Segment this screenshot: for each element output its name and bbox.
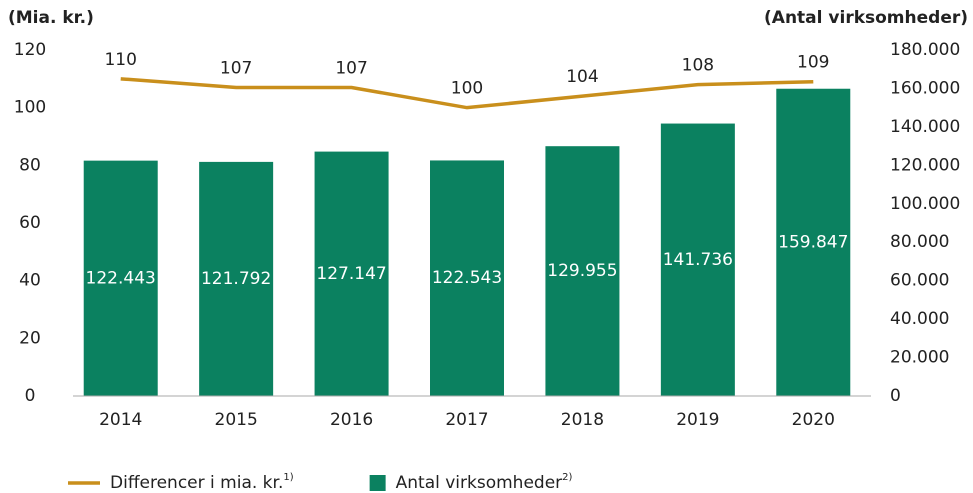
line xyxy=(120,77,814,110)
y-tick-label: 20 xyxy=(19,328,41,348)
bar xyxy=(314,151,389,396)
bar-value-label: 121.792 xyxy=(201,269,271,289)
y2-tick-label: 180.000 xyxy=(890,40,960,60)
legend-swatch xyxy=(369,475,386,491)
bar-value-label: 159.847 xyxy=(778,232,848,252)
bar xyxy=(776,88,851,397)
line-value-label: 108 xyxy=(682,56,714,76)
y2-tick-label: 40.000 xyxy=(890,309,949,329)
x-tick-label: 2017 xyxy=(445,410,488,430)
x-tick-label: 2020 xyxy=(792,410,835,430)
y-tick-label: 80 xyxy=(19,155,41,175)
y2-tick-label: 80.000 xyxy=(890,232,949,252)
y-tick-label: 120 xyxy=(14,40,46,60)
line-value-label: 109 xyxy=(797,53,829,73)
y-tick-label: 0 xyxy=(25,386,36,406)
y2-tick-label: 160.000 xyxy=(890,78,960,98)
y-tick-label: 60 xyxy=(19,213,41,233)
legend-label: Antal virksomheder2) xyxy=(396,472,573,493)
y2-tick-label: 0 xyxy=(890,386,901,406)
legend-label: Differencer i mia. kr.1) xyxy=(110,472,294,493)
y2-tick-label: 140.000 xyxy=(890,117,960,137)
y-axis-label: (Mia. kr.) xyxy=(8,8,94,28)
y-tick-label: 100 xyxy=(14,98,46,118)
x-tick-label: 2015 xyxy=(215,410,258,430)
y2-tick-label: 120.000 xyxy=(890,155,960,175)
y-tick-label: 40 xyxy=(19,271,41,291)
legend-footnote: 2) xyxy=(562,472,572,483)
line-value-label: 110 xyxy=(104,50,136,70)
x-tick-label: 2019 xyxy=(676,410,719,430)
bar-value-label: 141.736 xyxy=(663,250,733,270)
line-value-label: 107 xyxy=(220,58,252,78)
y2-tick-label: 100.000 xyxy=(890,194,960,214)
legend-name: Antal virksomheder xyxy=(396,473,563,493)
bar-value-label: 122.443 xyxy=(86,268,156,288)
legend-footnote: 1) xyxy=(283,472,293,483)
bar-value-label: 127.147 xyxy=(316,264,386,284)
legend-name: Differencer i mia. kr. xyxy=(110,473,283,493)
line-value-label: 100 xyxy=(451,79,483,99)
bar xyxy=(430,160,504,396)
x-tick-label: 2018 xyxy=(561,410,604,430)
bar xyxy=(545,146,620,396)
line-value-label: 104 xyxy=(566,67,598,87)
line-value-label: 107 xyxy=(335,58,367,78)
x-tick-label: 2014 xyxy=(99,410,142,430)
bar-value-label: 122.543 xyxy=(432,268,502,288)
y2-tick-label: 60.000 xyxy=(890,271,949,291)
y2-tick-label: 20.000 xyxy=(890,348,949,368)
bar-value-label: 129.955 xyxy=(547,261,617,281)
bar xyxy=(199,161,274,396)
bar xyxy=(660,123,735,396)
y2-axis-label: (Antal virksomheder) xyxy=(764,8,968,28)
x-tick-label: 2016 xyxy=(330,410,373,430)
bar xyxy=(83,160,158,396)
